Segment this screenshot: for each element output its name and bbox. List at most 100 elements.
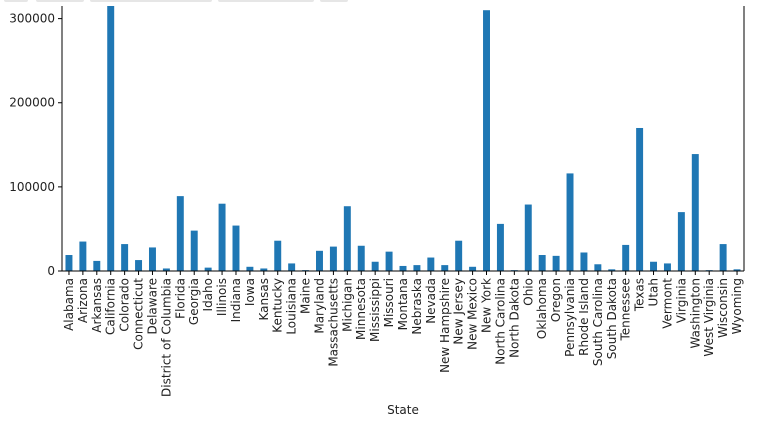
bar — [663, 263, 671, 271]
y-tick-label: 100000 — [9, 180, 55, 194]
x-tick-label: District of Columbia — [159, 278, 173, 397]
x-tick-label: Ohio — [521, 278, 535, 306]
bar — [524, 204, 532, 271]
x-tick-label: Minnesota — [354, 278, 368, 340]
x-tick-label: Massachusetts — [326, 278, 340, 367]
bar — [357, 245, 365, 271]
x-tick-label: Delaware — [145, 278, 159, 335]
x-tick-label: Nebraska — [410, 278, 424, 335]
x-tick-label: Montana — [396, 278, 410, 330]
x-tick-label: Colorado — [118, 278, 132, 332]
x-axis-label: State — [387, 403, 419, 417]
x-tick-label: Nevada — [424, 278, 438, 324]
x-tick-label: Arizona — [76, 278, 90, 323]
x-tick-label: Rhode Island — [577, 278, 591, 356]
x-tick-label: Arkansas — [90, 278, 104, 333]
bar — [650, 261, 658, 271]
bar — [176, 196, 184, 271]
bar — [343, 206, 351, 271]
bar — [719, 244, 727, 271]
x-tick-label: Oregon — [549, 278, 563, 322]
y-tick-label: 0 — [47, 264, 55, 278]
x-tick-label: Wisconsin — [716, 278, 730, 338]
bar — [608, 269, 616, 271]
bar — [552, 255, 560, 271]
x-tick-label: North Dakota — [507, 278, 521, 358]
bar — [427, 257, 435, 271]
toolbar-tab[interactable] — [320, 0, 348, 2]
bar — [691, 154, 699, 271]
toolbar-tab[interactable] — [90, 0, 212, 2]
bar — [218, 203, 226, 271]
bar — [232, 225, 240, 271]
x-tick-label: Alabama — [62, 278, 76, 331]
bar — [566, 173, 574, 271]
bar — [622, 244, 630, 271]
bar — [399, 265, 407, 271]
bar — [316, 250, 323, 271]
bar — [260, 268, 268, 271]
bar — [93, 260, 101, 271]
x-tick-label: Illinois — [215, 278, 229, 316]
bar — [385, 251, 393, 271]
bar — [371, 261, 379, 271]
x-tick-label: Virginia — [674, 278, 688, 323]
x-tick-label: New Jersey — [452, 278, 466, 345]
y-tick-label: 200000 — [9, 96, 55, 110]
x-tick-label: Maryland — [312, 278, 326, 334]
x-tick-label: Kansas — [257, 278, 271, 320]
bar — [107, 6, 115, 271]
bar — [79, 241, 87, 271]
bar — [455, 240, 463, 271]
y-tick-label: 300000 — [9, 12, 55, 26]
x-tick-label: West Virginia — [702, 278, 716, 357]
x-tick-label: Washington — [688, 278, 702, 349]
bar — [148, 247, 156, 271]
x-tick-label: South Dakota — [605, 278, 619, 359]
x-tick-label: Vermont — [660, 278, 674, 329]
toolbar-tab[interactable] — [36, 0, 84, 2]
x-tick-label: Iowa — [243, 278, 257, 306]
bar — [246, 266, 254, 271]
bar — [441, 265, 449, 271]
plot-frame — [61, 6, 745, 272]
y-axis: 0 100000 200000 300000 — [9, 12, 62, 278]
bar — [496, 223, 504, 271]
x-tick-label: Indiana — [229, 278, 243, 322]
x-axis: Alabama Arizona Arkansas California Colorado… — [62, 271, 744, 397]
x-tick-label: Florida — [173, 278, 187, 319]
bar — [469, 266, 477, 271]
x-tick-label: Michigan — [340, 278, 354, 332]
x-tick-label: Missouri — [382, 278, 396, 327]
x-tick-label: Oklahoma — [535, 278, 549, 339]
x-tick-label: New Mexico — [466, 278, 480, 350]
bar — [483, 10, 490, 271]
bar — [733, 269, 741, 271]
bar — [288, 263, 296, 271]
x-tick-label: North Carolina — [493, 278, 507, 365]
top-toolbar-strip — [0, 0, 768, 6]
x-tick-label: Texas — [633, 278, 647, 312]
bar — [580, 252, 588, 271]
bar — [162, 268, 170, 271]
x-tick-label: Connecticut — [132, 278, 146, 350]
bar — [121, 244, 129, 271]
x-tick-label: Idaho — [201, 278, 215, 311]
toolbar-tab[interactable] — [4, 0, 28, 2]
bar — [329, 246, 337, 271]
x-tick-label: Maine — [299, 278, 313, 314]
bar — [538, 255, 546, 271]
x-tick-label: Louisiana — [285, 278, 299, 335]
bars-group — [65, 6, 741, 271]
x-tick-label: Pennsylvania — [563, 278, 577, 357]
bar — [65, 255, 73, 271]
x-tick-label: Utah — [647, 278, 661, 306]
toolbar-tab[interactable] — [218, 0, 314, 2]
x-tick-label: Mississippi — [368, 278, 382, 342]
bar — [135, 260, 143, 271]
bar — [274, 240, 282, 271]
x-tick-label: Kentucky — [271, 278, 285, 333]
bar — [594, 264, 602, 271]
bar — [413, 265, 421, 271]
